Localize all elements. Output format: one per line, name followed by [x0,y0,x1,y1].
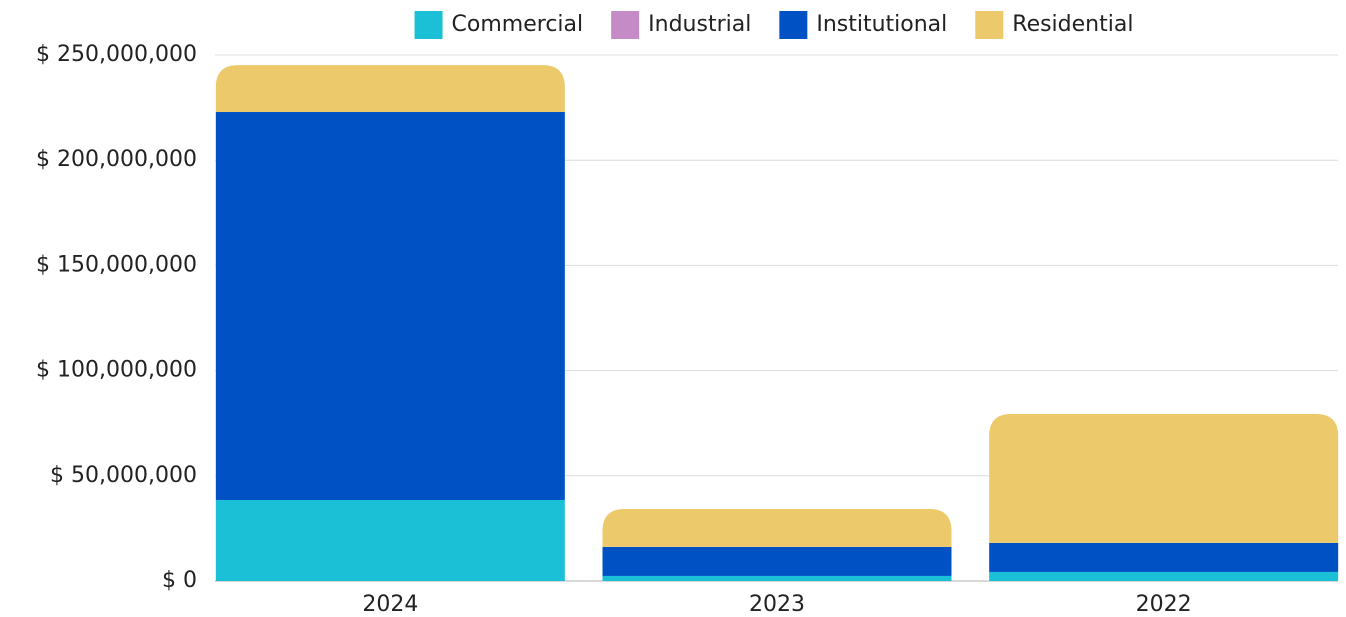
bar-segment [989,542,1339,572]
y-tick-label: $ 150,000,000 [36,252,197,277]
legend-label: Industrial [648,12,751,37]
x-tick-label: 2023 [749,592,805,617]
bar-segment [989,571,1339,581]
bar-segment [215,65,565,113]
y-tick-label: $ 250,000,000 [36,42,197,67]
bar-segment [215,112,565,500]
legend-label: Commercial [452,12,584,37]
y-tick-label: $ 50,000,000 [50,463,197,488]
legend-swatch [779,11,808,39]
y-tick-label: $ 200,000,000 [36,147,197,172]
bar-segment [602,546,952,576]
bar-segment [602,509,952,547]
legend-label: Residential [1012,12,1133,37]
bar-segment [989,413,1339,543]
legend-label: Institutional [816,12,947,37]
y-tick-label: $ 100,000,000 [36,358,197,383]
bar-segment [215,499,565,581]
legend-swatch [611,11,640,39]
x-tick-label: 2024 [362,592,418,617]
x-tick-label: 2022 [1136,592,1192,617]
bar-segment [602,575,952,581]
legend-swatch [414,11,443,39]
legend-swatch [975,11,1004,39]
y-tick-label: $ 0 [162,568,197,593]
